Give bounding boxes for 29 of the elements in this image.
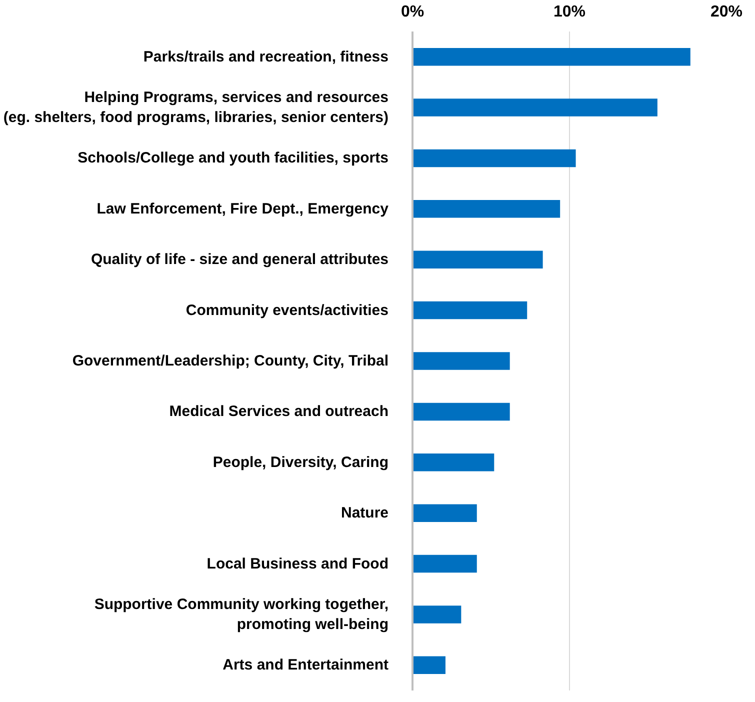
bar [412, 48, 690, 66]
y-tick-label: Nature [340, 504, 389, 522]
y-tick-label: Law Enforcement, Fire Dept., Emergency [96, 200, 390, 218]
bar [412, 200, 560, 218]
y-tick-label: Government/Leadership; County, City, Tribal [72, 352, 389, 370]
bar [412, 98, 658, 116]
bar [412, 352, 510, 370]
bar [412, 656, 446, 674]
x-tick-label: 10% [553, 4, 586, 20]
y-tick-label: Community events/activities [186, 302, 389, 319]
bar [412, 504, 477, 522]
bar [412, 301, 528, 320]
bar [412, 250, 543, 268]
bar [412, 149, 576, 168]
y-tick-label: Local Business and Food [206, 555, 389, 572]
bar [412, 554, 477, 573]
y-tick-label: Helping Programs, services and resources (eg. shelters, food programs, libraries, senior centers) [3, 88, 389, 126]
x-tick-label: 0% [400, 4, 424, 20]
y-tick-label: Schools/College and youth facilities, sports [78, 150, 389, 167]
y-tick-label: Medical Services and outreach [169, 403, 389, 420]
y-tick-label: Quality of life - size and general attributes [90, 251, 388, 268]
y-tick-label: Parks/trails and recreation, fitness [143, 48, 389, 66]
bar [412, 402, 510, 421]
y-tick-label: Supportive Community working together, promoting well-being [94, 596, 389, 634]
bar [412, 606, 462, 624]
y-tick-label: Arts and Entertainment [222, 656, 389, 674]
x-tick-label: 20% [710, 4, 743, 20]
bar [412, 454, 494, 472]
y-tick-label: People, Diversity, Caring [212, 454, 389, 471]
